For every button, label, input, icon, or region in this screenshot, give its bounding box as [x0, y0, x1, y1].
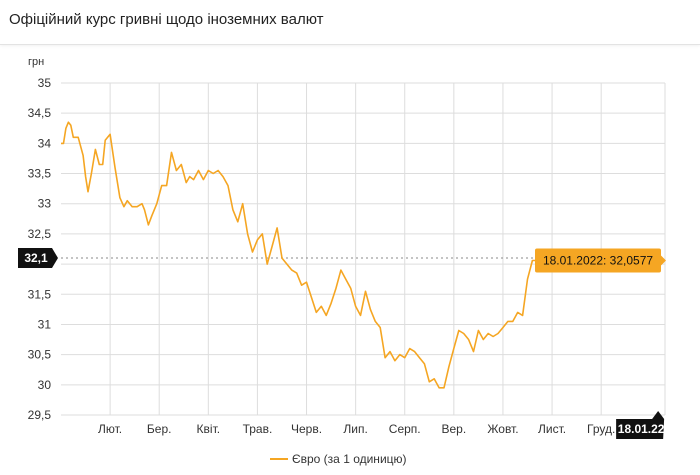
y-tick-label: 31: [38, 317, 52, 331]
y-tick-label: 29,5: [28, 408, 52, 422]
chart-grid: [61, 82, 666, 416]
x-tick-label: Жовт.: [487, 422, 518, 436]
tooltip-text: 18.01.2022: 32,0577: [543, 253, 653, 267]
y-tick-label: 34: [38, 136, 52, 150]
x-marker-label: 18.01.22: [618, 422, 665, 436]
x-tick-label: Лют.: [98, 422, 122, 436]
x-tick-label: Серп.: [389, 422, 421, 436]
x-tick-label: Лист.: [538, 422, 566, 436]
legend[interactable]: Євро (за 1 одиницю): [270, 452, 407, 466]
x-tick-label: Трав.: [243, 422, 273, 436]
x-tick-label: Черв.: [291, 422, 322, 436]
y-tick-label: 34,5: [28, 106, 52, 120]
y-value-marker: 32,1: [18, 248, 58, 269]
page-title: Офіційний курс гривні щодо іноземних вал…: [9, 11, 324, 28]
x-tick-label: Бер.: [147, 422, 172, 436]
x-tick-label: Лип.: [343, 422, 367, 436]
tooltip-box: [535, 248, 661, 273]
y-tick-label: 33: [38, 197, 52, 211]
legend-label: Євро (за 1 одиницю): [292, 452, 407, 466]
y-axis-unit-label: грн: [28, 56, 44, 68]
header-bar: Офіційний курс гривні щодо іноземних вал…: [0, 0, 700, 45]
tooltip-arrow: [661, 255, 666, 266]
y-tick-label: 33,5: [28, 167, 52, 181]
tooltip: 18.01.2022: 32,0577: [535, 248, 666, 273]
x-tick-label: Вер.: [442, 422, 467, 436]
x-tick-label: Груд.: [587, 422, 615, 436]
y-tick-label: 30: [38, 378, 52, 392]
y-tick-label: 35: [38, 76, 52, 90]
y-marker-label: 32,1: [24, 251, 48, 265]
x-tick-label: Квіт.: [197, 422, 221, 436]
y-tick-label: 31,5: [28, 287, 52, 301]
y-tick-label: 32,5: [28, 227, 52, 241]
y-marker-tag: [18, 248, 58, 269]
x-axis: Лют. Бер. Квіт. Трав. Черв. Лип. Серп. Вер. Жовт…: [98, 422, 615, 436]
y-tick-label: 30,5: [28, 348, 52, 362]
x-marker-tag: [616, 411, 665, 439]
x-date-marker: 18.01.22: [616, 411, 665, 439]
